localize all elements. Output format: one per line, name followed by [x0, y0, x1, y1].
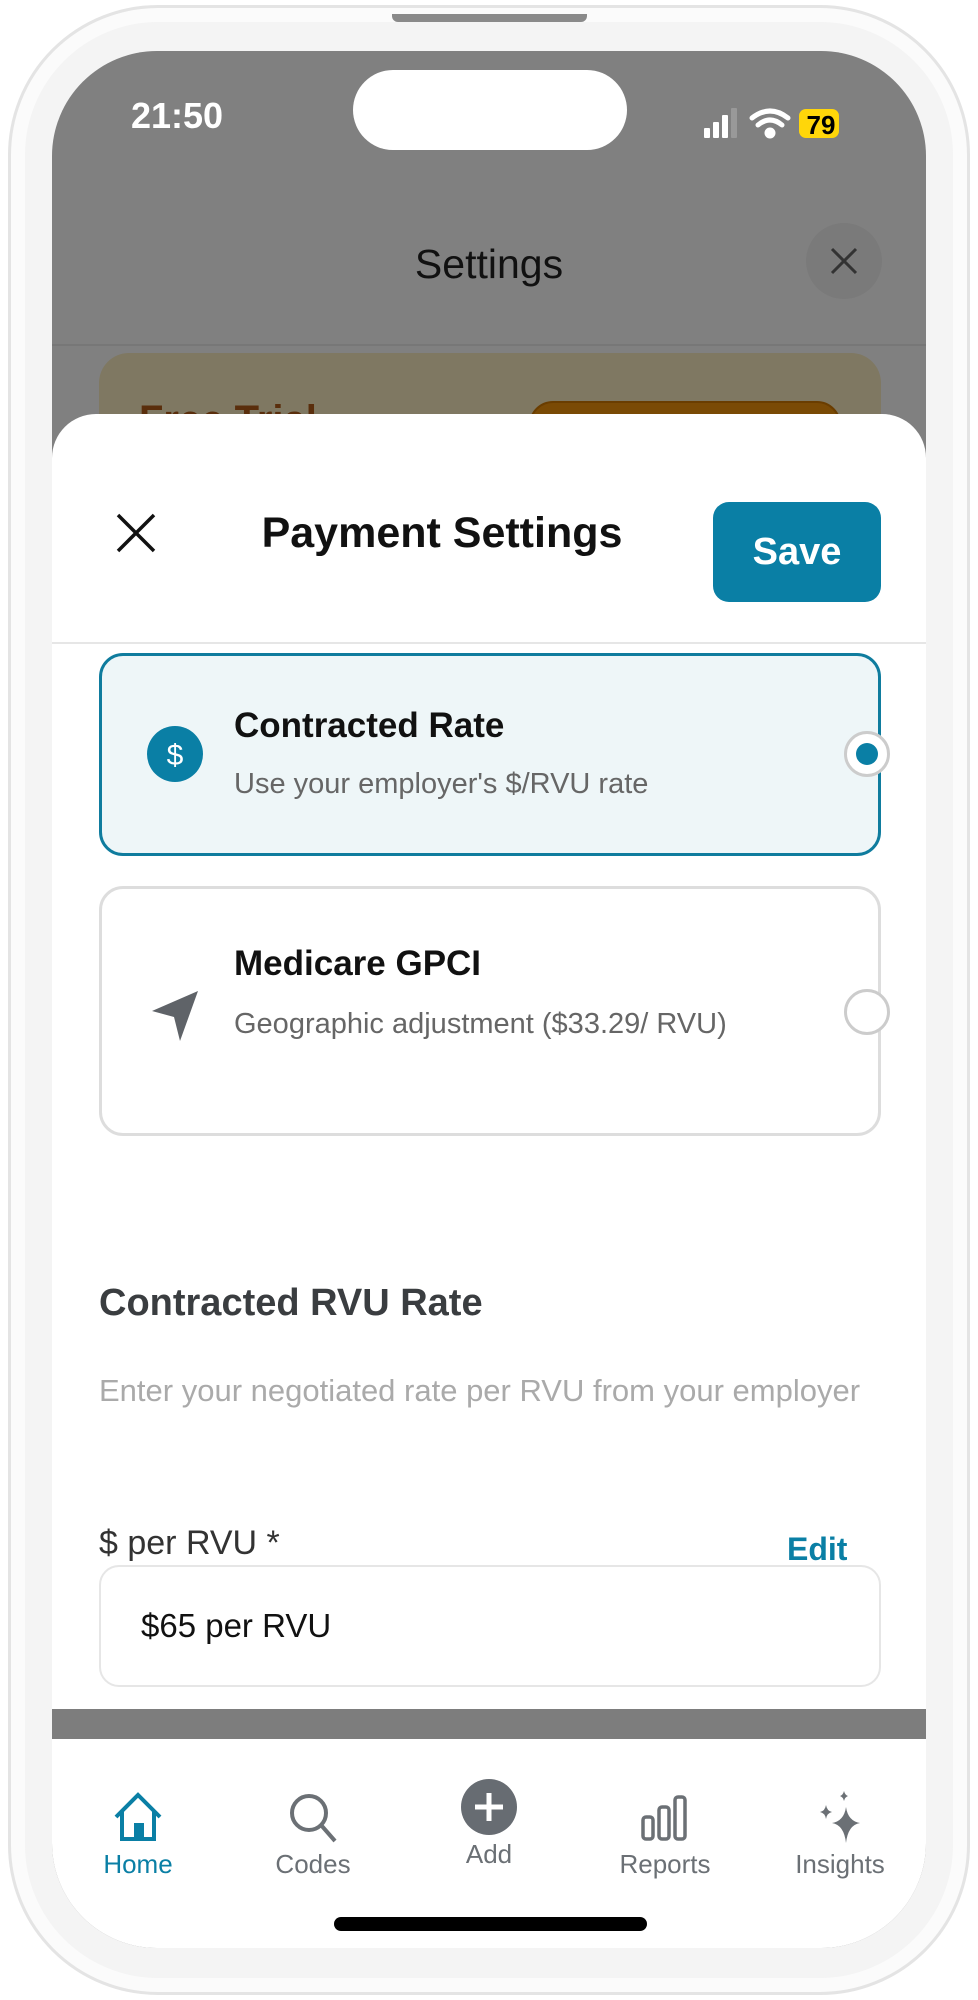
- speaker: [392, 14, 587, 22]
- tab-add[interactable]: Add: [419, 1779, 559, 1889]
- sparkles-icon: [820, 1791, 860, 1843]
- edit-link[interactable]: Edit: [787, 1531, 848, 1567]
- home-indicator: [334, 1917, 647, 1931]
- tab-codes[interactable]: Codes: [243, 1789, 383, 1899]
- divider: [52, 344, 926, 346]
- option-subtitle: Geographic adjustment ($33.29/ RVU): [234, 1008, 727, 1040]
- tab-label: Add: [465, 1839, 513, 1869]
- signal-icon: [704, 108, 737, 138]
- save-button[interactable]: Save: [713, 502, 881, 602]
- section-description: Enter your negotiated rate per RVU from …: [99, 1373, 861, 1408]
- wifi-icon: [749, 108, 791, 139]
- bar-chart-icon: [641, 1795, 687, 1841]
- settings-close-button[interactable]: [806, 223, 882, 299]
- status-icons: [704, 108, 839, 139]
- sheet-title: Payment Settings: [261, 509, 623, 557]
- plus-circle-icon: [461, 1779, 517, 1835]
- option-medicare-gpci[interactable]: Medicare GPCI Geographic adjustment ($33…: [99, 886, 890, 1136]
- radio-selected[interactable]: [844, 731, 890, 777]
- tab-bar: Home Codes Add Reports Insights: [52, 1739, 926, 1948]
- dollar-circle-icon: $: [147, 726, 203, 782]
- payment-settings-sheet: Payment Settings Save $ Contracted Rate …: [52, 414, 926, 1709]
- battery-level: 79: [806, 110, 836, 140]
- option-title: Contracted Rate: [234, 706, 505, 745]
- tab-label: Codes: [275, 1849, 351, 1879]
- section-title: Contracted RVU Rate: [99, 1282, 483, 1324]
- tab-label: Home: [103, 1849, 173, 1879]
- dynamic-island: [353, 70, 627, 150]
- rate-input[interactable]: $65 per RVU: [99, 1565, 881, 1687]
- settings-title: Settings: [414, 241, 564, 287]
- close-icon[interactable]: [112, 509, 160, 557]
- navigation-arrow-icon: [152, 991, 198, 1041]
- radio-dot: [856, 743, 878, 765]
- option-title: Medicare GPCI: [234, 944, 482, 983]
- screen: 21:50 79 Settings Free Trial Payment Set…: [52, 51, 926, 1948]
- home-icon: [114, 1792, 162, 1841]
- option-subtitle: Use your employer's $/RVU rate: [234, 768, 649, 800]
- search-icon: [290, 1794, 337, 1843]
- svg-text:$: $: [167, 739, 184, 772]
- tab-insights[interactable]: Insights: [770, 1789, 910, 1899]
- backdrop-strip: [52, 1709, 926, 1739]
- status-time: 21:50: [131, 95, 224, 136]
- tab-home[interactable]: Home: [68, 1789, 208, 1899]
- tab-label: Insights: [795, 1849, 885, 1879]
- tab-label: Reports: [619, 1849, 711, 1879]
- tab-reports[interactable]: Reports: [595, 1789, 735, 1899]
- rate-field-label: $ per RVU *: [99, 1524, 280, 1562]
- battery-icon: [799, 109, 839, 138]
- option-contracted-rate[interactable]: $ Contracted Rate Use your employer's $/…: [99, 653, 890, 856]
- divider: [52, 642, 926, 644]
- close-icon: [830, 247, 858, 275]
- radio-unselected[interactable]: [844, 989, 890, 1035]
